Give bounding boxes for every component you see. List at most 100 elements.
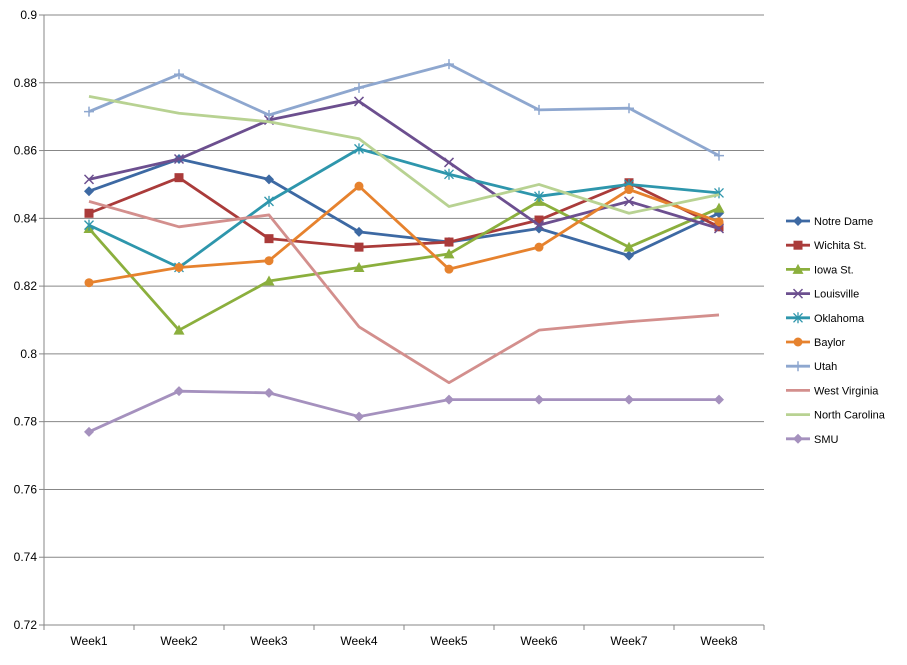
y-tick-label: 0.8: [20, 347, 37, 361]
data-point: [354, 411, 364, 422]
legend-label: Notre Dame: [814, 216, 873, 228]
legend-marker: [793, 337, 803, 347]
y-tick-label: 0.86: [14, 144, 38, 158]
legend-marker: [792, 288, 804, 299]
legend-marker: [793, 216, 803, 226]
data-point: [354, 82, 364, 93]
data-point: [263, 275, 275, 286]
data-point: [84, 278, 94, 288]
legend-label: Iowa St.: [814, 264, 854, 276]
y-tick-label: 0.82: [14, 279, 38, 293]
legend-entry: Oklahoma: [786, 312, 865, 325]
legend-entry: Wichita St.: [786, 240, 867, 252]
axes: 0.72 0.74 0.76 0.78 0.8 0.82 0.84 0.86 0.88 0.9 We…: [14, 8, 765, 648]
data-point: [444, 59, 454, 70]
legend-entry: Utah: [786, 361, 837, 373]
data-point: [354, 226, 364, 237]
data-point: [354, 242, 364, 252]
data-point: [174, 262, 184, 272]
y-tick-label: 0.78: [14, 415, 38, 429]
data-point: [714, 217, 724, 227]
data-point: [533, 220, 545, 231]
x-tick-label: Week3: [250, 634, 287, 648]
data-point: [443, 157, 455, 168]
series-north-carolina: [88, 94, 720, 215]
data-point: [624, 185, 634, 195]
x-tick-label: Week6: [520, 634, 557, 648]
data-point: [623, 196, 635, 207]
data-point: [174, 173, 184, 183]
data-point: [624, 250, 634, 261]
legend: Notre Dame Wichita St. Iowa St. Louisville O…: [786, 216, 886, 446]
data-point: [264, 256, 274, 266]
y-tick-label: 0.72: [14, 618, 38, 632]
y-tick-label: 0.74: [14, 550, 38, 564]
series-line: [88, 94, 720, 215]
series-line: [88, 184, 720, 285]
y-tick-label: 0.84: [14, 211, 38, 225]
legend-label: North Carolina: [814, 410, 886, 422]
data-point: [444, 264, 454, 274]
series-line: [88, 147, 720, 269]
legend-marker: [793, 312, 803, 324]
data-point: [174, 386, 184, 397]
series-utah: [84, 59, 724, 161]
data-point: [714, 394, 724, 405]
x-tick-label: Week4: [340, 634, 377, 648]
legend-label: Baylor: [814, 337, 846, 349]
legend-label: Oklahoma: [814, 313, 865, 325]
data-point: [353, 261, 365, 272]
data-point: [534, 215, 544, 225]
data-point: [173, 324, 185, 335]
y-tick-label: 0.9: [20, 8, 37, 22]
data-point: [264, 234, 274, 244]
series-iowa-st: [83, 195, 725, 335]
data-point: [84, 208, 94, 218]
series-line: [88, 389, 719, 434]
data-point: [354, 181, 364, 191]
data-point: [444, 237, 454, 247]
legend-label: SMU: [814, 434, 839, 446]
data-point: [354, 143, 364, 155]
data-point: [534, 223, 544, 234]
series-group: [83, 59, 725, 437]
series-louisville: [83, 96, 725, 234]
series-line: [87, 199, 720, 332]
legend-label: West Virginia: [814, 385, 879, 397]
data-point: [84, 219, 94, 231]
legend-marker: [792, 263, 804, 274]
data-point: [534, 394, 544, 405]
data-point: [84, 186, 94, 197]
series-smu: [84, 386, 724, 437]
legend-marker: [793, 433, 803, 444]
data-point: [264, 174, 274, 185]
data-point: [264, 195, 274, 207]
data-point: [713, 202, 725, 213]
data-point: [443, 248, 455, 259]
x-tick-label: Week2: [160, 634, 197, 648]
legend-marker: [793, 361, 803, 372]
series-line: [88, 157, 720, 258]
data-point: [624, 394, 634, 405]
data-point: [264, 387, 274, 398]
data-point: [534, 242, 544, 252]
data-point: [83, 174, 95, 185]
data-point: [624, 103, 634, 114]
data-point: [173, 153, 185, 165]
series-west-virginia: [88, 200, 720, 385]
series-line: [88, 176, 720, 249]
legend-entry: SMU: [786, 433, 839, 446]
y-tick-label: 0.88: [14, 76, 38, 90]
legend-entry: West Virginia: [786, 385, 879, 397]
legend-entry: Baylor: [786, 337, 846, 349]
x-tick-label: Week5: [430, 634, 467, 648]
legend-entry: North Carolina: [786, 410, 886, 422]
data-point: [534, 190, 544, 202]
data-point: [174, 69, 184, 80]
data-point: [444, 394, 454, 405]
legend-entry: Notre Dame: [786, 216, 873, 228]
data-point: [714, 222, 724, 232]
x-tick-label: Week7: [610, 634, 647, 648]
